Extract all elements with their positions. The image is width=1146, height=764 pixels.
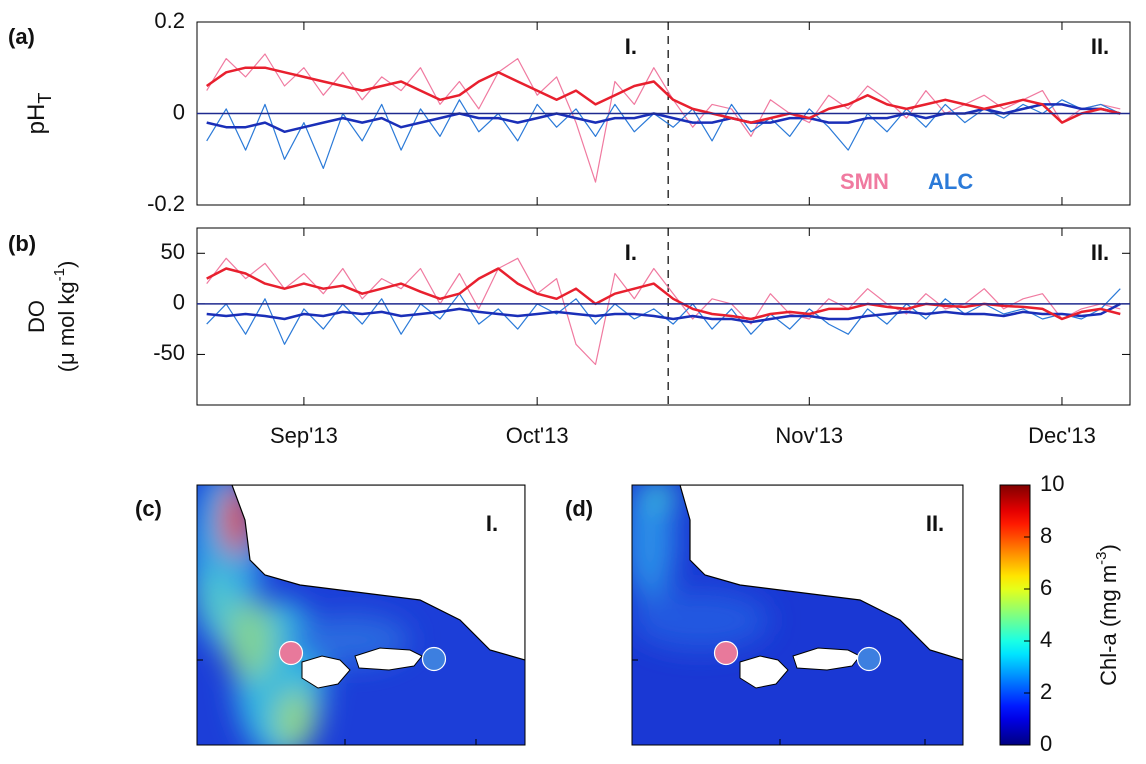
y-axis-label-sub: T — [35, 93, 55, 104]
y-axis-label: DO — [24, 300, 49, 333]
series-line — [206, 267, 1121, 321]
site-marker — [421, 646, 447, 672]
period-label: I. — [486, 511, 498, 536]
x-tick-label: Sep'13 — [270, 423, 338, 448]
colorbar-tick-label: 10 — [1040, 471, 1064, 496]
unit-part: -1 — [51, 268, 68, 281]
y-axis-label-text: pH — [23, 104, 50, 135]
site-marker — [278, 640, 304, 666]
site-marker — [713, 640, 739, 666]
label-part: ) — [1096, 544, 1121, 551]
x-tick-label: Dec'13 — [1028, 423, 1096, 448]
panel-label: (c) — [135, 496, 162, 521]
series-line — [206, 257, 1121, 366]
label-part: -3 — [1093, 551, 1110, 564]
map-tick — [197, 659, 926, 745]
y-tick-label: 0.2 — [154, 8, 185, 33]
colorbar-tick-label: 0 — [1040, 731, 1052, 756]
colorbar-tick-label: 8 — [1040, 523, 1052, 548]
y-tick-label: -0.2 — [147, 191, 185, 216]
series-line — [205, 66, 1121, 124]
y-tick-label: 0 — [173, 290, 185, 315]
legend-entry: ALC — [928, 169, 973, 194]
period-label: II. — [926, 511, 944, 536]
y-axis-label: pHT — [23, 93, 54, 135]
panel-label: (a) — [8, 24, 35, 49]
site-marker — [856, 646, 882, 672]
map-d — [632, 485, 963, 745]
colorbar-tick-label: 6 — [1040, 575, 1052, 600]
series-line — [206, 103, 1121, 134]
colorbar-tick-label: 4 — [1040, 627, 1052, 652]
colorbar-tick-label: 2 — [1040, 679, 1052, 704]
map-c — [197, 485, 525, 745]
y-tick-label: -50 — [153, 340, 185, 365]
panel-label: (b) — [8, 231, 36, 256]
x-tick-label: Oct'13 — [506, 423, 569, 448]
unit-part: (μ mol kg — [54, 281, 79, 372]
label-part: Chl-a (mg m — [1096, 565, 1121, 686]
legend-entry: SMN — [840, 169, 889, 194]
y-tick-label: 50 — [161, 239, 185, 264]
colorbar-label: Chl-a (mg m-3) — [1093, 544, 1121, 686]
period-label: II. — [1091, 34, 1109, 59]
series-line — [206, 99, 1121, 169]
period-label: I. — [625, 34, 637, 59]
colorbar — [999, 484, 1031, 746]
period-label: I. — [625, 240, 637, 265]
y-tick-label: 0 — [173, 99, 185, 124]
unit-part: ) — [54, 261, 79, 268]
map-frame — [196, 484, 526, 746]
map-frame — [631, 484, 964, 746]
panel-label: (d) — [565, 496, 593, 521]
period-label: II. — [1091, 240, 1109, 265]
series-line — [206, 53, 1121, 183]
y-axis-label-unit: (μ mol kg-1) — [51, 261, 79, 373]
series-line — [206, 302, 1121, 324]
x-tick-label: Nov'13 — [775, 423, 843, 448]
